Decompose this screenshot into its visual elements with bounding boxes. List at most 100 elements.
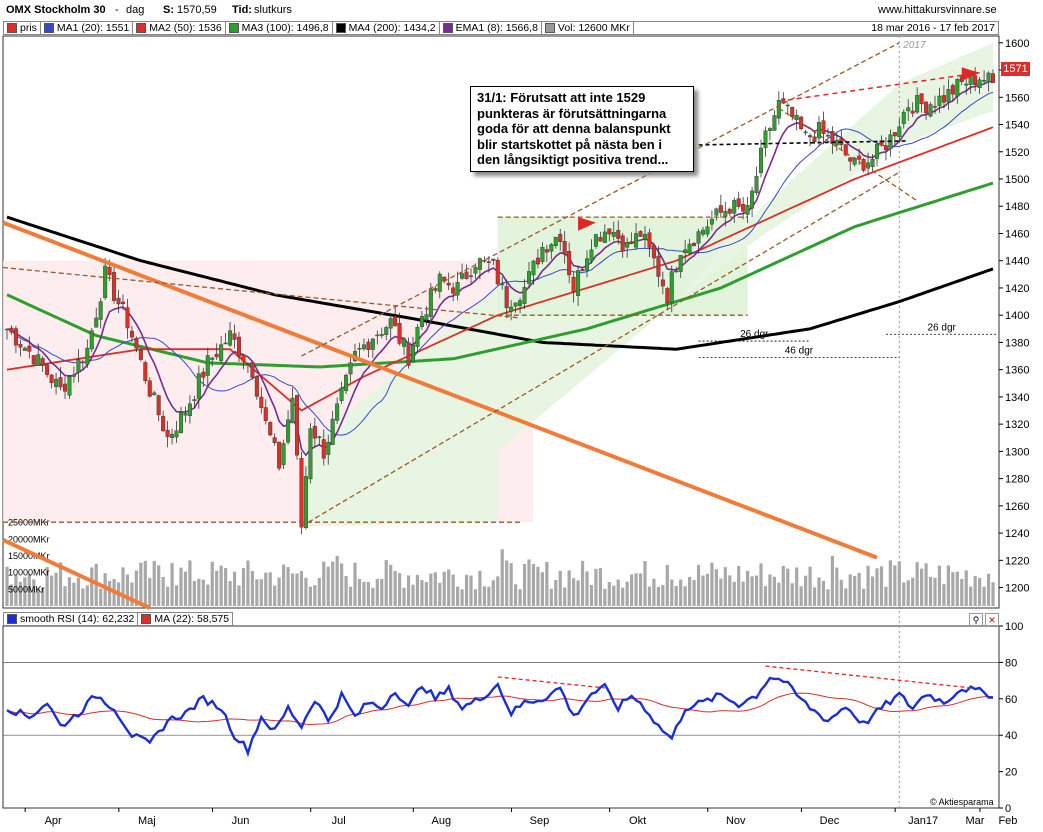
volume-bar — [505, 560, 509, 606]
x-tick-label: Okt — [629, 815, 646, 827]
candle-body — [509, 306, 514, 312]
volume-bar — [964, 570, 968, 606]
volume-bar — [384, 560, 388, 606]
candle-body — [660, 279, 665, 287]
volume-bar — [482, 586, 486, 606]
candle-body — [705, 226, 710, 235]
candle-body — [259, 396, 264, 408]
volume-bar — [72, 582, 76, 606]
candle-body — [335, 403, 340, 421]
volume-bar — [402, 587, 406, 606]
candle-body — [428, 288, 433, 317]
candle-body — [281, 443, 286, 465]
volume-bar — [531, 563, 536, 606]
zoom-icon[interactable]: ⚲ — [969, 613, 983, 627]
volume-bar — [558, 570, 562, 606]
candle-body — [54, 378, 59, 387]
candle-body — [736, 198, 741, 207]
candle-body — [361, 344, 366, 350]
candle-body — [299, 458, 304, 528]
candle-body — [973, 75, 978, 85]
candle-body — [388, 318, 393, 329]
legend-item-ma3: MA3 (100): 1496,8 — [224, 21, 332, 35]
volume-bar — [634, 573, 638, 606]
candle-body — [513, 302, 518, 307]
candle-body — [754, 176, 759, 193]
candle-body — [540, 247, 545, 262]
volume-bar — [353, 562, 357, 606]
candle-body — [80, 361, 85, 363]
volume-bar — [380, 578, 384, 606]
volume-bar — [549, 588, 553, 606]
close-value: 1570,59 — [177, 4, 217, 16]
candle-body — [585, 258, 590, 271]
y-tick-label: 1500 — [1005, 174, 1029, 186]
candle-body — [745, 205, 750, 215]
candle-body — [201, 371, 206, 378]
candle-body — [910, 110, 915, 114]
candle-body — [562, 240, 567, 255]
volume-bar — [411, 584, 415, 606]
volume-bar — [23, 577, 27, 606]
close-icon[interactable]: ✕ — [985, 613, 999, 627]
volume-bar — [817, 577, 821, 606]
volume-bar — [723, 567, 727, 606]
candle-body — [955, 79, 960, 97]
date-range: 18 mar 2016 - 17 feb 2017 — [632, 21, 999, 35]
shade-green-zone-3 — [676, 42, 993, 302]
volume-bar — [991, 582, 995, 606]
candle-body — [156, 395, 161, 416]
y-tick-label: 1520 — [1005, 147, 1029, 159]
candle-body — [852, 157, 857, 165]
volume-bar — [41, 587, 45, 606]
volume-bar — [442, 571, 446, 606]
candle-body — [701, 229, 706, 235]
candle-body — [772, 115, 777, 131]
volume-bar — [986, 573, 991, 606]
channel-upper — [301, 42, 900, 357]
candle-body — [254, 376, 259, 397]
volume-bar — [357, 578, 362, 606]
candle-body — [817, 122, 822, 139]
volume-bar — [746, 570, 750, 606]
volume-bar — [174, 585, 179, 606]
volume-bar — [179, 567, 183, 606]
volume-bar — [509, 563, 513, 606]
y-tick-label: 1400 — [1005, 310, 1029, 322]
candle-body — [40, 358, 45, 366]
volume-bar — [451, 574, 455, 606]
candle-body — [504, 286, 509, 309]
candle-body — [223, 342, 228, 345]
volume-bar — [36, 588, 40, 606]
candle-body — [821, 120, 826, 134]
volume-bar — [888, 560, 892, 606]
volume-bar — [777, 582, 781, 606]
candle-body — [94, 317, 99, 328]
candle-body — [250, 362, 255, 378]
volume-bar — [99, 588, 103, 606]
candle-body — [848, 157, 853, 162]
candle-body — [883, 145, 888, 151]
volume-bar — [866, 565, 870, 606]
candle-body — [339, 387, 344, 401]
volume-bar — [464, 574, 469, 606]
y-tick-label: 1420 — [1005, 283, 1029, 295]
volume-bar — [161, 576, 165, 606]
candle-body — [196, 373, 201, 400]
candle-body — [183, 413, 188, 416]
candle-body — [527, 271, 532, 284]
volume-bar — [772, 576, 776, 606]
volume-bar — [643, 561, 647, 606]
candle-body — [933, 106, 938, 108]
volume-bar — [839, 579, 843, 606]
candle-body — [915, 95, 920, 113]
candle-body — [192, 399, 197, 402]
candle-body — [317, 436, 322, 438]
rsi-ma-line — [6, 692, 993, 726]
x-tick-label: Dec — [820, 815, 840, 827]
volume-bar — [90, 567, 94, 606]
volume-bar — [255, 579, 259, 606]
candle-body — [763, 130, 768, 148]
candle-body — [290, 397, 295, 423]
volume-bar — [286, 567, 290, 606]
